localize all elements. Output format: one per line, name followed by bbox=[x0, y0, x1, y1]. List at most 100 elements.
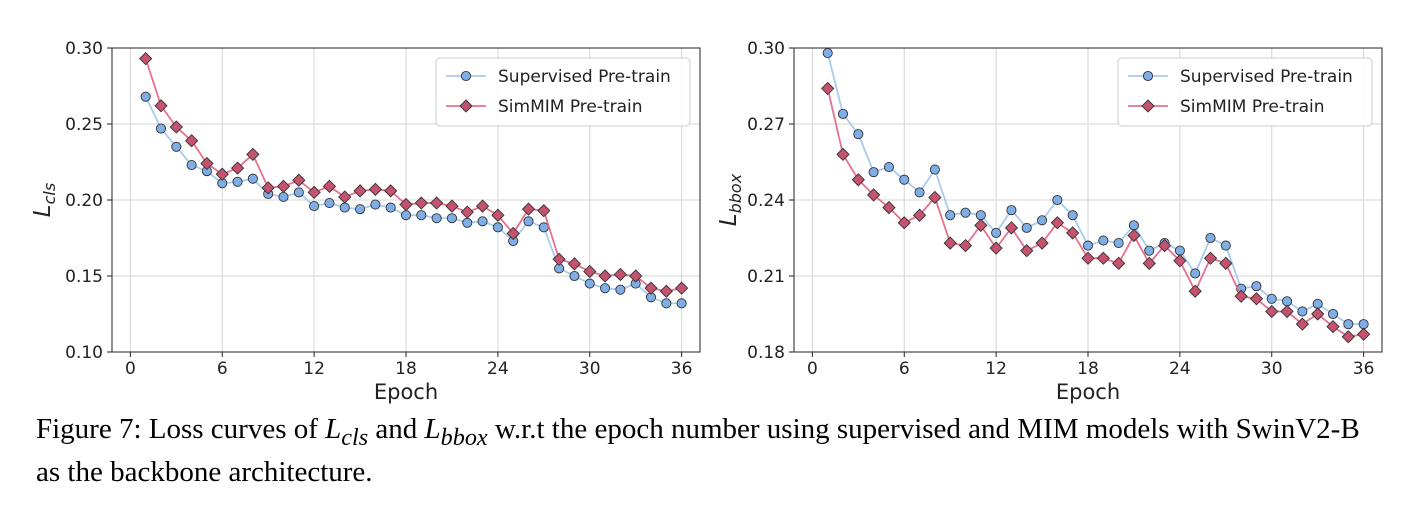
series-simmim bbox=[139, 52, 689, 298]
data-point bbox=[1050, 216, 1065, 230]
data-point bbox=[1280, 304, 1294, 319]
data-point bbox=[246, 147, 260, 162]
data-point bbox=[261, 181, 275, 195]
data-point bbox=[154, 99, 168, 113]
data-point bbox=[629, 269, 643, 283]
data-point bbox=[446, 213, 457, 224]
caption-term-cls: Lcls bbox=[325, 413, 369, 451]
data-point bbox=[384, 184, 398, 198]
data-point bbox=[1020, 244, 1034, 258]
legend-label: SimMIM Pre-train bbox=[1180, 97, 1325, 117]
data-point bbox=[1265, 304, 1279, 319]
data-point bbox=[1144, 245, 1155, 256]
data-point bbox=[960, 207, 971, 218]
figure-caption: Figure 7: Loss curves of Lcls and Lbbox … bbox=[36, 412, 1386, 489]
data-point bbox=[414, 196, 428, 210]
data-point bbox=[429, 196, 444, 210]
data-point bbox=[836, 147, 850, 162]
data-point bbox=[1035, 236, 1049, 250]
data-point bbox=[1220, 240, 1231, 251]
data-point bbox=[477, 216, 488, 227]
data-point bbox=[186, 159, 197, 171]
data-point bbox=[368, 182, 383, 196]
data-point bbox=[1174, 245, 1185, 256]
data-point bbox=[1173, 254, 1187, 268]
y-tick-label: 0.20 bbox=[65, 191, 103, 211]
x-tick-label: 6 bbox=[899, 359, 910, 379]
x-tick-label: 30 bbox=[579, 359, 601, 379]
data-point bbox=[897, 216, 911, 230]
data-point bbox=[676, 298, 687, 309]
data-point bbox=[1203, 251, 1218, 265]
y-axis-label: Lbbox bbox=[716, 173, 745, 226]
data-point bbox=[307, 185, 321, 200]
data-point bbox=[821, 81, 835, 96]
data-point bbox=[322, 179, 337, 193]
legend-marker bbox=[460, 70, 472, 82]
x-tick-label: 24 bbox=[487, 359, 509, 379]
data-point bbox=[155, 123, 167, 134]
data-point bbox=[1113, 238, 1124, 249]
legend: Supervised Pre-train SimMIM Pre-train bbox=[435, 57, 691, 127]
data-point bbox=[883, 162, 894, 173]
legend-label: Supervised Pre-train bbox=[498, 67, 671, 87]
caption-mid: and bbox=[368, 413, 425, 445]
data-point bbox=[1127, 228, 1141, 243]
data-point bbox=[1282, 296, 1293, 307]
data-point bbox=[1004, 221, 1019, 235]
data-point bbox=[370, 199, 381, 210]
data-point bbox=[292, 173, 306, 187]
y-tick-label: 0.21 bbox=[747, 267, 785, 287]
legend-label: Supervised Pre-train bbox=[1180, 67, 1353, 87]
x-tick-label: 12 bbox=[985, 359, 1007, 379]
y-tick-label: 0.30 bbox=[747, 39, 785, 59]
data-point bbox=[1128, 220, 1139, 231]
data-point bbox=[215, 167, 229, 181]
data-point bbox=[184, 134, 199, 148]
series-supervised bbox=[822, 48, 1369, 330]
data-point bbox=[567, 257, 582, 271]
data-point bbox=[975, 210, 986, 221]
data-point bbox=[661, 298, 672, 309]
data-point bbox=[1251, 281, 1262, 292]
legend-box bbox=[1117, 57, 1373, 127]
data-point bbox=[475, 199, 490, 213]
data-point bbox=[506, 226, 520, 241]
data-point bbox=[431, 213, 442, 224]
chart-cls-loss: 0 6 12 18 24 30 36 0.10 0.15 0.20 0.25 0.30 Epoch Lcl… bbox=[30, 39, 701, 404]
data-point bbox=[644, 281, 658, 295]
data-point bbox=[1111, 256, 1126, 270]
data-point bbox=[914, 187, 925, 198]
data-point bbox=[324, 197, 335, 209]
data-point bbox=[537, 204, 551, 218]
y-tick-label: 0.25 bbox=[65, 115, 103, 135]
data-point bbox=[1066, 226, 1080, 240]
data-point bbox=[139, 52, 153, 66]
y-tick-label: 0.24 bbox=[747, 191, 785, 211]
data-point bbox=[583, 264, 597, 279]
x-tick-label: 0 bbox=[807, 359, 818, 379]
data-point bbox=[521, 202, 536, 216]
data-point bbox=[600, 283, 611, 294]
data-point bbox=[1037, 215, 1048, 226]
data-point bbox=[659, 284, 673, 298]
data-point bbox=[989, 241, 1003, 255]
data-point bbox=[1142, 256, 1156, 270]
x-axis-label: Epoch bbox=[374, 380, 438, 404]
data-point bbox=[958, 238, 973, 253]
data-point bbox=[1082, 240, 1094, 251]
data-point bbox=[851, 173, 865, 187]
y-tick-label: 0.15 bbox=[65, 267, 103, 287]
data-point bbox=[1006, 205, 1017, 216]
data-point bbox=[1205, 232, 1216, 244]
data-point bbox=[1327, 308, 1339, 320]
data-point bbox=[1052, 194, 1063, 206]
data-point bbox=[492, 222, 503, 233]
data-point bbox=[1234, 289, 1248, 303]
x-tick-label: 0 bbox=[125, 359, 136, 379]
data-point bbox=[1295, 317, 1310, 331]
data-point bbox=[171, 141, 182, 152]
data-point bbox=[584, 278, 595, 289]
data-point bbox=[1297, 306, 1308, 317]
